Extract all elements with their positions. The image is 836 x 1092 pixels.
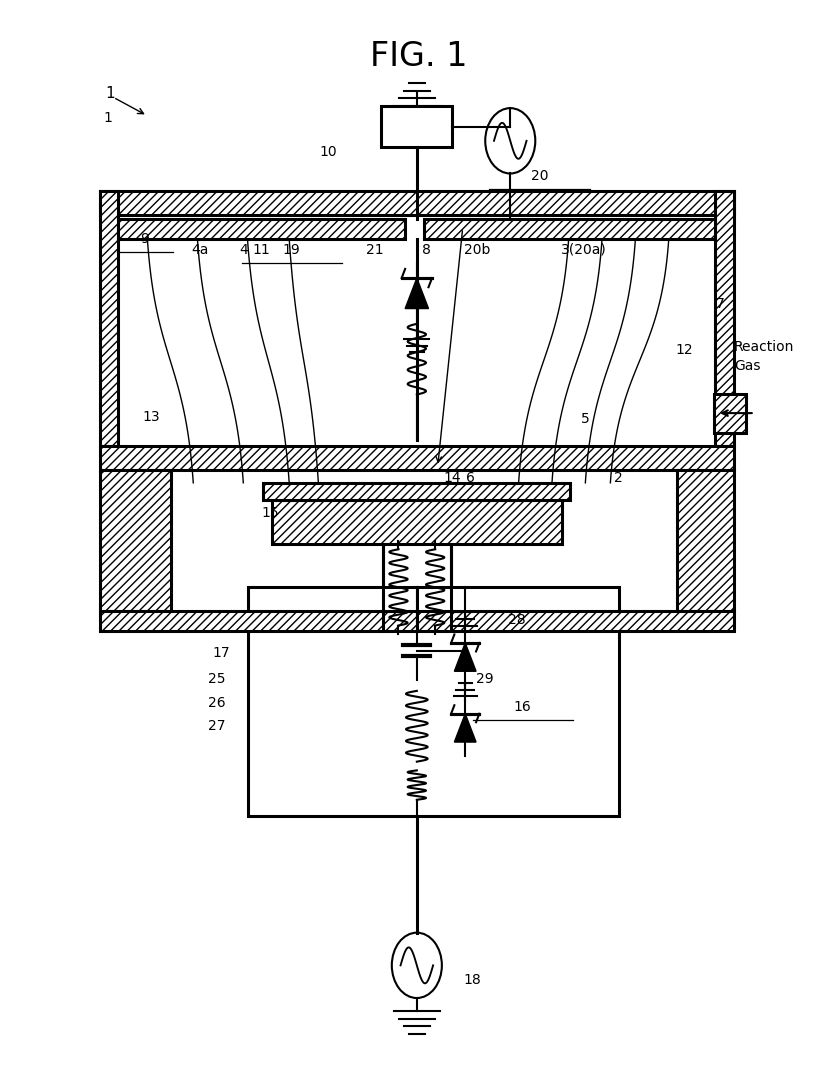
Text: Reaction: Reaction: [733, 340, 793, 354]
Text: 1: 1: [104, 86, 115, 102]
Bar: [382, 539, 451, 631]
Text: 16: 16: [513, 700, 531, 714]
Text: 12: 12: [674, 343, 691, 357]
Text: 29: 29: [476, 672, 493, 686]
Text: 4: 4: [238, 242, 247, 257]
Bar: [713, 393, 745, 432]
Text: 27: 27: [207, 719, 225, 733]
Bar: [99, 191, 733, 215]
Text: 25: 25: [207, 672, 225, 686]
Bar: [99, 191, 118, 446]
Text: 6: 6: [465, 472, 474, 486]
Text: 8: 8: [422, 242, 431, 257]
Text: 9: 9: [140, 232, 149, 246]
Polygon shape: [454, 714, 476, 743]
Text: 7: 7: [716, 297, 724, 311]
Polygon shape: [454, 643, 476, 672]
Bar: [99, 612, 733, 631]
Bar: [676, 470, 733, 612]
Text: 10: 10: [319, 145, 337, 158]
Bar: [423, 219, 715, 239]
Bar: [118, 219, 405, 239]
Text: 1: 1: [104, 111, 113, 124]
Text: 28: 28: [507, 613, 525, 627]
Text: 18: 18: [463, 973, 481, 986]
Text: 14: 14: [442, 472, 460, 486]
Bar: [272, 500, 561, 544]
Text: FIG. 1: FIG. 1: [370, 39, 466, 72]
Text: Gas: Gas: [733, 359, 759, 373]
Text: 15: 15: [261, 507, 278, 520]
Text: 2: 2: [614, 472, 622, 486]
Text: 20b: 20b: [463, 242, 490, 257]
Bar: [715, 191, 733, 446]
Text: 13: 13: [143, 411, 161, 425]
Text: 26: 26: [207, 696, 225, 710]
Bar: [248, 587, 618, 816]
Bar: [381, 106, 451, 147]
Polygon shape: [405, 278, 428, 309]
Text: 21: 21: [366, 242, 384, 257]
Text: 4a: 4a: [191, 242, 208, 257]
Text: 20: 20: [530, 168, 548, 182]
Bar: [99, 470, 171, 612]
Text: 3(20a): 3(20a): [560, 242, 606, 257]
Bar: [263, 483, 569, 500]
Text: 17: 17: [212, 645, 230, 660]
Text: 19: 19: [283, 242, 300, 257]
Text: 5: 5: [580, 412, 589, 426]
Text: 11: 11: [252, 242, 270, 257]
Bar: [99, 446, 733, 470]
